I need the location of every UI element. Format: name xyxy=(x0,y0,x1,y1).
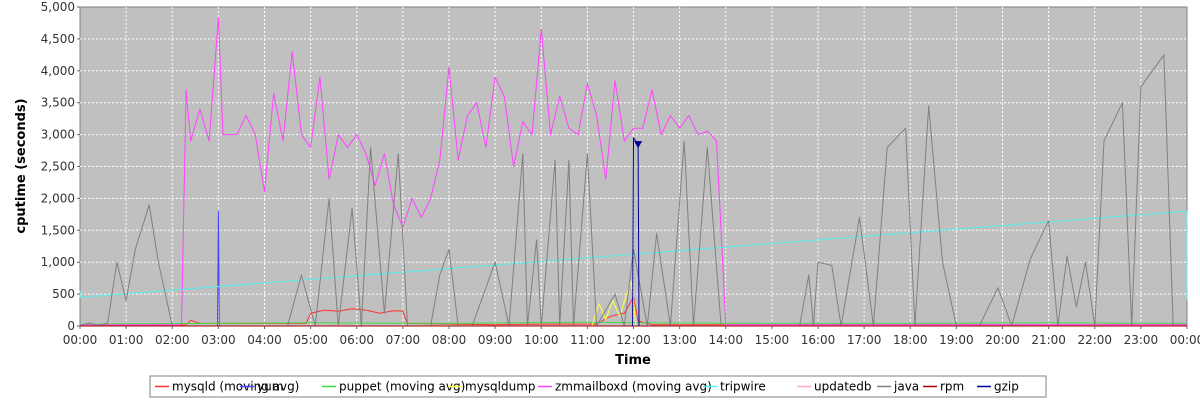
legend-entry: yum xyxy=(257,380,283,394)
legend: mysqld (moving avg)yum puppet (moving avg… xyxy=(149,375,1047,398)
x-tick-label: 03:00 xyxy=(201,333,236,347)
x-tick-label: 17:00 xyxy=(847,333,882,347)
x-tick-label: 11:00 xyxy=(570,333,605,347)
y-tick-labels: 0 500 1,000 1,500 2,000 2,500 3,000 3,500 4,000 4… xyxy=(41,0,80,333)
y-tick-label: 5,000 xyxy=(41,0,75,14)
y-tick-label: 2,500 xyxy=(41,160,75,174)
x-tick-label: 05:00 xyxy=(293,333,328,347)
legend-entry: updatedb xyxy=(814,380,872,394)
x-tick-label: 08:00 xyxy=(432,333,467,347)
x-tick-label: 14:00 xyxy=(708,333,743,347)
legend-entry: puppet (moving avg) xyxy=(339,380,465,394)
y-tick-label: 500 xyxy=(52,287,75,301)
x-tick-label: 04:00 xyxy=(247,333,282,347)
x-tick-label: 18:00 xyxy=(893,333,928,347)
x-tick-label: 10:00 xyxy=(524,333,559,347)
x-tick-label: 01:00 xyxy=(109,333,144,347)
legend-entry: gzip xyxy=(994,380,1019,394)
x-tick-label: 02:00 xyxy=(155,333,190,347)
legend-entry: zmmailboxd (moving avg) xyxy=(555,380,712,394)
y-tick-label: 1,500 xyxy=(41,223,75,237)
x-tick-label: 15:00 xyxy=(755,333,790,347)
series-line-gzip xyxy=(632,137,640,327)
y-tick-label: 0 xyxy=(67,319,75,333)
y-tick-label: 3,000 xyxy=(41,128,75,142)
x-axis-title: Time xyxy=(615,353,651,368)
x-tick-label: 00:00 xyxy=(63,333,98,347)
legend-entry: rpm xyxy=(940,380,964,394)
x-tick-label: 20:00 xyxy=(985,333,1020,347)
y-tick-label: 3,500 xyxy=(41,96,75,110)
x-tick-label: 12:00 xyxy=(616,333,651,347)
y-tick-label: 1,000 xyxy=(41,255,75,269)
legend-entry: java xyxy=(893,380,919,394)
series-line-zmmailboxd-moving-avg- xyxy=(80,17,1187,326)
x-tick-label: 22:00 xyxy=(1077,333,1112,347)
x-tick-label: 19:00 xyxy=(939,333,974,347)
y-axis-title: cputime (seconds) xyxy=(14,98,29,233)
legend-entry: mysqldump xyxy=(465,380,536,394)
y-tick-label: 4,500 xyxy=(41,32,75,46)
legend-box xyxy=(149,375,1047,398)
y-tick-label: 4,000 xyxy=(41,64,75,78)
series-line-puppet-moving-avg- xyxy=(79,321,1188,325)
x-tick-label: 23:00 xyxy=(1124,333,1159,347)
legend-entry: tripwire xyxy=(720,380,766,394)
x-tick-labels: 00:00 01:00 02:00 03:00 04:00 05:00 06:00 07:00… xyxy=(63,326,1200,347)
x-tick-label: 09:00 xyxy=(478,333,513,347)
x-tick-label: 07:00 xyxy=(386,333,421,347)
x-tick-label: 16:00 xyxy=(801,333,836,347)
series-line-java xyxy=(79,54,1187,327)
x-tick-label: 06:00 xyxy=(339,333,374,347)
grid xyxy=(80,7,1187,326)
x-tick-label: 21:00 xyxy=(1031,333,1066,347)
legend-entry: mysqld (moving avg) xyxy=(172,380,299,394)
x-tick-label: 13:00 xyxy=(662,333,697,347)
x-tick-label: 00:00 xyxy=(1170,333,1200,347)
gzip-marker xyxy=(634,141,643,149)
y-tick-label: 2,000 xyxy=(41,191,75,205)
